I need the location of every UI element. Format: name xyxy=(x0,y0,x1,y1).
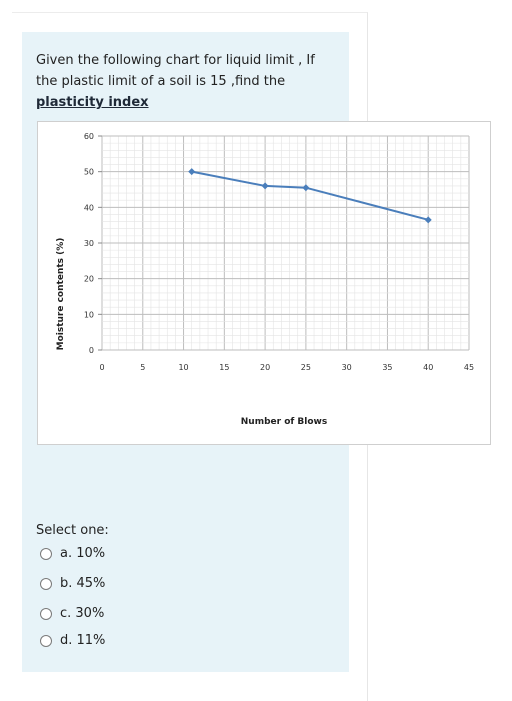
chart-container: 0 10 20 30 40 50 60 0 5 10 15 20 25 30 35 40 45 Moisture… xyxy=(37,121,491,445)
question-emphasis: plasticity index xyxy=(36,95,149,110)
data-point xyxy=(424,216,432,224)
y-tick-label: 10 xyxy=(84,310,94,319)
y-tick-label: 60 xyxy=(84,132,94,141)
option-b-label: b. 45% xyxy=(60,576,106,591)
x-tick-label: 35 xyxy=(382,363,392,372)
liquid-limit-chart: 0 10 20 30 40 50 60 0 5 10 15 20 25 30 35 40 45 Moisture… xyxy=(56,132,474,427)
series-line xyxy=(191,170,429,221)
x-axis-label: Number of Blows xyxy=(241,417,327,427)
option-d[interactable]: d. 11% xyxy=(40,633,105,648)
option-a[interactable]: a. 10% xyxy=(40,546,105,561)
x-tick-label: 45 xyxy=(464,363,474,372)
x-tick-label: 0 xyxy=(99,363,104,372)
y-tick-label: 30 xyxy=(84,239,94,248)
option-c[interactable]: c. 30% xyxy=(40,606,104,621)
option-d-label: d. 11% xyxy=(60,633,106,648)
y-axis-label: Moisture contents (%) xyxy=(56,238,66,351)
option-b[interactable]: b. 45% xyxy=(40,576,105,591)
question-line-2: the plastic limit of a soil is 15 ,find … xyxy=(36,74,286,89)
x-tick-label: 5 xyxy=(140,363,145,372)
y-tick-label: 20 xyxy=(84,275,94,284)
y-tick-label: 0 xyxy=(89,346,94,355)
option-a-label: a. 10% xyxy=(60,546,106,561)
x-tick-label: 25 xyxy=(301,363,311,372)
y-tick-label: 50 xyxy=(84,168,94,177)
data-point xyxy=(188,168,196,176)
radio-button-a[interactable] xyxy=(40,547,52,560)
data-point xyxy=(261,182,269,190)
x-tick-label: 10 xyxy=(178,363,188,372)
x-tick-label: 20 xyxy=(260,363,270,372)
y-tick-label: 40 xyxy=(84,203,94,212)
select-one-label: Select one: xyxy=(36,523,109,538)
radio-button-c[interactable] xyxy=(40,607,52,620)
x-tick-label: 40 xyxy=(423,363,433,372)
radio-button-d[interactable] xyxy=(40,634,52,647)
x-tick-label: 30 xyxy=(342,363,352,372)
question-text: Given the following chart for liquid lim… xyxy=(36,50,341,113)
option-c-label: c. 30% xyxy=(60,606,105,621)
data-point xyxy=(302,184,310,192)
question-line-1: Given the following chart for liquid lim… xyxy=(36,53,315,68)
x-tick-label: 15 xyxy=(219,363,229,372)
radio-button-b[interactable] xyxy=(40,577,52,590)
